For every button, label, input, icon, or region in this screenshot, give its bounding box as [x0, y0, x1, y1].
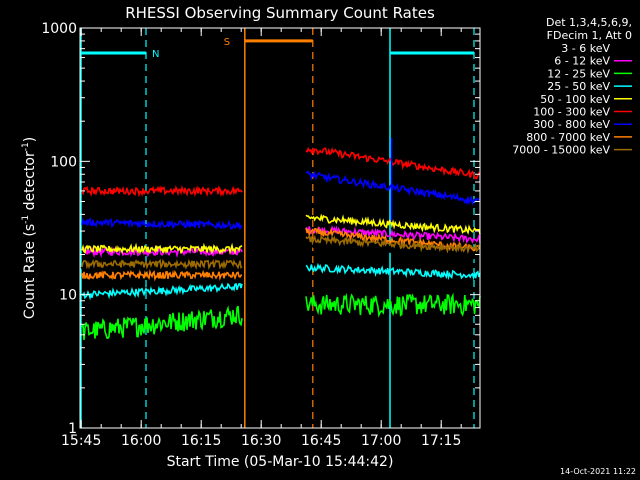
y-tick-label-0: 1 — [68, 421, 77, 437]
y-axis-label-main: Count Rate (s — [22, 224, 38, 319]
x-tick-label-4: 16:45 — [301, 433, 341, 449]
legend-label-6: 300 - 800 keV — [533, 118, 610, 131]
series-line-1-seg-0 — [81, 246, 243, 259]
series-line-0-seg-1 — [305, 236, 482, 262]
legend-label-4: 50 - 100 keV — [540, 93, 610, 106]
y-axis-label: Count Rate (s-1 detector-1) — [21, 137, 38, 319]
series-line-6-seg-1 — [305, 170, 481, 207]
x-tick-label-5: 17:00 — [361, 433, 401, 449]
chart-title: RHESSI Observing Summary Count Rates — [125, 4, 435, 22]
series-line-4-seg-0 — [81, 242, 243, 255]
series-line-2-seg-1 — [305, 292, 481, 318]
legend-label-8: 7000 - 15000 keV — [512, 144, 610, 157]
y-axis-label-sup1: -1 — [21, 215, 31, 224]
x-tick-label-3: 16:30 — [241, 433, 281, 449]
series-line-4-seg-1 — [305, 213, 481, 235]
series-line-5-seg-0 — [81, 185, 243, 198]
series-line-7-seg-0 — [81, 268, 243, 282]
series-line-6-seg-0 — [81, 217, 243, 230]
axis-ticks: 15:45 16:00 16:15 16:30 16:45 17:00 17:15 1 10 10… — [41, 21, 480, 449]
annotation-label-1: S — [224, 37, 230, 48]
y-tick-label-2: 100 — [50, 154, 77, 170]
plot-frame — [79, 27, 481, 429]
x-tick-label-6: 17:15 — [421, 433, 461, 449]
timestamp: 14-Oct-2021 11:22 — [560, 467, 636, 476]
series-line-3-seg-0 — [81, 282, 243, 301]
legend-header-line-1: Det 1,3,4,5,6,9, — [546, 16, 632, 29]
x-axis-label: Start Time (05-Mar-10 15:44:42) — [167, 454, 394, 470]
legend-label-5: 100 - 300 keV — [533, 106, 610, 119]
series-line-7-seg-1 — [305, 226, 481, 252]
series-line-8-seg-1 — [305, 234, 481, 255]
legend-label-2: 12 - 25 keV — [547, 67, 610, 80]
y-axis-label-end: ) — [22, 137, 38, 142]
series-line-3-seg-1 — [305, 262, 481, 281]
legend-label-3: 25 - 50 keV — [547, 80, 610, 93]
legend-label-0: 3 - 6 keV — [561, 42, 610, 55]
legend: Det 1,3,4,5,6,9, FDecim 1, Att 0 3 - 6 k… — [512, 16, 632, 157]
series-line-8-seg-0 — [81, 258, 243, 271]
y-axis-label-mid: detector — [22, 151, 38, 215]
plot-area: NS — [80, 28, 482, 428]
series-line-2-seg-0 — [81, 305, 243, 341]
x-tick-label-1: 16:00 — [121, 433, 161, 449]
annotation-label-0: N — [152, 49, 159, 60]
x-tick-label-0: 15:45 — [61, 433, 101, 449]
legend-label-1: 6 - 12 keV — [554, 55, 610, 68]
y-tick-label-1: 10 — [59, 288, 77, 304]
legend-header-line-2: FDecim 1, Att 0 — [547, 29, 632, 42]
y-tick-label-3: 1000 — [41, 21, 77, 37]
x-tick-label-2: 16:15 — [181, 433, 221, 449]
legend-label-7: 800 - 7000 keV — [526, 131, 610, 144]
y-axis-label-sup2: -1 — [21, 142, 31, 151]
series-line-5-seg-1 — [305, 146, 481, 180]
